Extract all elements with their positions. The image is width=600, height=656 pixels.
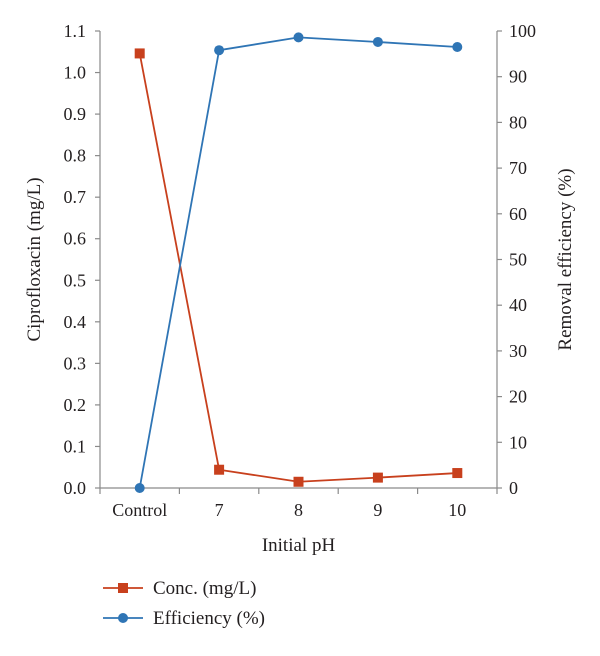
series-line-1 bbox=[138, 53, 458, 483]
y-right-tick-label: 40 bbox=[509, 295, 527, 315]
y-right-tick-label: 10 bbox=[509, 432, 527, 452]
series-2-point bbox=[372, 36, 383, 47]
y-right-tick-label: 20 bbox=[509, 387, 527, 407]
y-left-tick-label: 1.1 bbox=[64, 21, 87, 41]
y-right-tick-label: 90 bbox=[509, 67, 527, 87]
y-left-tick-label: 0.0 bbox=[64, 478, 87, 498]
y-left-tick-label: 0.5 bbox=[64, 270, 87, 290]
series-2-point bbox=[134, 483, 145, 493]
y-right-tick-label: 0 bbox=[509, 478, 518, 498]
x-axis-title: Initial pH bbox=[262, 535, 336, 556]
legend-marker-2 bbox=[118, 613, 128, 623]
y-left-tick-label: 1.0 bbox=[64, 63, 87, 83]
y-left-tick-label: 0.1 bbox=[64, 436, 87, 456]
x-tick-label: 10 bbox=[448, 500, 466, 520]
plot-area: 0.0 0.1 0.2 0.3 0.4 0.5 0.6 0.7 0.8 0.9 1.0 1.1 0 10 2… bbox=[24, 21, 576, 629]
x-tick-label: 7 bbox=[215, 500, 224, 520]
y-right-tick-label: 60 bbox=[509, 204, 527, 224]
y-right-tick-label: 70 bbox=[509, 158, 527, 178]
legend-marker-1 bbox=[118, 583, 128, 593]
y-left-tick-label: 0.7 bbox=[64, 187, 87, 207]
y-right-tick-label: 30 bbox=[509, 341, 527, 361]
y-left-tick-label: 0.4 bbox=[64, 312, 87, 332]
series-2-point bbox=[452, 41, 463, 52]
series-2-point bbox=[214, 45, 225, 56]
y-right-tick-label: 100 bbox=[509, 21, 536, 41]
y-left-tick-label: 0.3 bbox=[64, 353, 87, 373]
y-left-tick-label: 0.2 bbox=[64, 395, 87, 415]
series-2-point bbox=[293, 32, 304, 43]
y-right-tick-label: 50 bbox=[509, 250, 527, 270]
x-tick-label: 9 bbox=[373, 500, 382, 520]
y-left-tick-label: 0.6 bbox=[64, 229, 87, 249]
series-1-point bbox=[452, 468, 463, 479]
legend-label-2: Efficiency (%) bbox=[153, 608, 265, 629]
y-right-tick-label: 80 bbox=[509, 112, 527, 132]
y-left-tick-label: 0.8 bbox=[64, 146, 87, 166]
series-line-2 bbox=[138, 36, 458, 489]
series-1-point bbox=[134, 48, 145, 59]
y-left-tick-label: 0.9 bbox=[64, 104, 87, 124]
series-1-point bbox=[372, 472, 383, 483]
x-tick-label: 8 bbox=[294, 500, 303, 520]
series-1-point bbox=[214, 464, 225, 475]
series-1-point bbox=[293, 476, 304, 487]
x-tick-label: Control bbox=[112, 500, 167, 520]
legend-label-1: Conc. (mg/L) bbox=[153, 578, 256, 599]
y-left-axis-title: Ciprofloxacin (mg/L) bbox=[24, 177, 45, 341]
y-right-axis-title: Removal efficiency (%) bbox=[555, 168, 576, 350]
